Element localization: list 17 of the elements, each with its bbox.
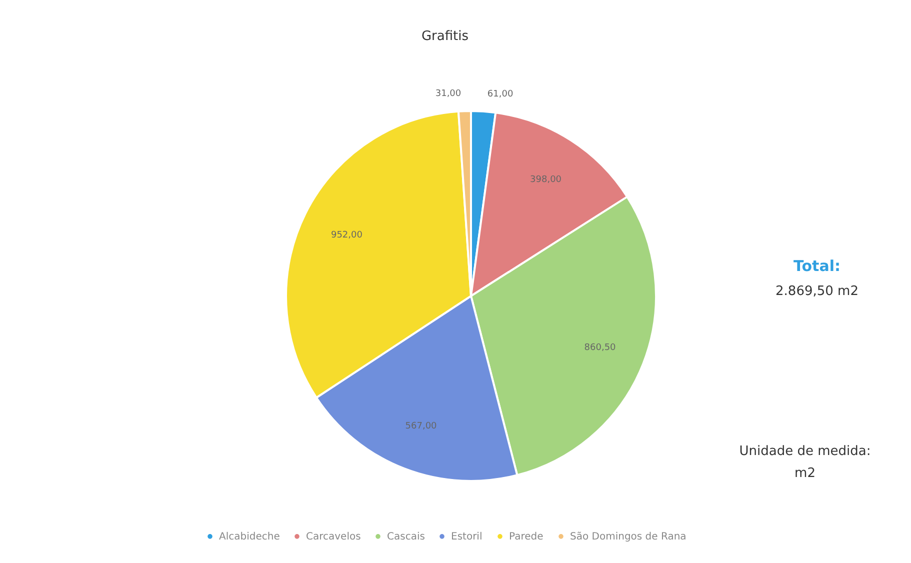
legend-label: Estoril — [451, 531, 482, 542]
data-label: 952,00 — [330, 230, 363, 240]
legend-label: Alcabideche — [219, 531, 280, 542]
text: m2 — [794, 466, 816, 481]
text: Total: — [794, 257, 840, 275]
data-label: 31,00 — [435, 89, 462, 100]
data-label: 860,50 — [584, 342, 616, 353]
legend-label: São Domingos de Rana — [570, 531, 686, 542]
text: 2.869,50 m2 — [776, 284, 858, 299]
legend-label: Carcavelos — [306, 531, 361, 542]
legend-label: Cascais — [387, 531, 425, 542]
chart-title: Grafitis — [421, 29, 469, 44]
data-label: 61,00 — [487, 89, 514, 100]
data-label: 567,00 — [405, 421, 438, 432]
data-label: 398,00 — [530, 175, 562, 186]
legend-label: Parede — [509, 531, 544, 542]
text: Unidade de medida: — [739, 444, 871, 459]
